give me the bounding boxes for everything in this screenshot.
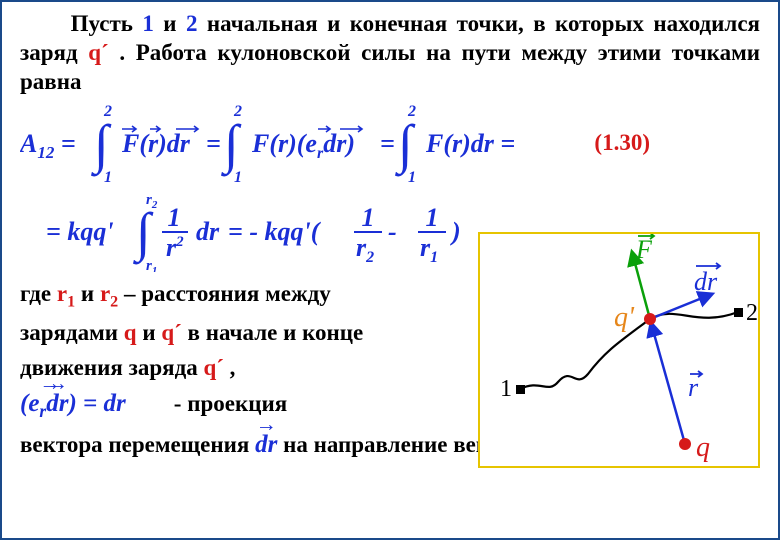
intro-t4: . Работа кулоновской силы на пути между … [20,40,760,94]
r-vector [651,323,685,444]
intro-t2: и [154,11,186,36]
svg-text:= kqq': = kqq' [46,217,114,246]
slide-page: Пусть 1 и 2 начальная и конечная точки, … [0,0,780,540]
eq1-A: A12 = [20,129,76,162]
label-dr: dr [694,267,718,296]
intro-qprime: q´ [88,40,108,65]
svg-text:1: 1 [104,169,112,184]
label-r: r [688,373,699,402]
svg-text:r1: r1 [420,233,438,266]
label-1: 1 [500,376,512,402]
qprime-point [644,313,656,325]
intro-one: 1 [142,11,154,36]
q-point [679,438,691,450]
svg-text:= - kqq'(: = - kqq'( [228,217,322,246]
point-1-marker [516,385,525,394]
diagram-svg: 1 2 F dr r q [480,234,758,466]
svg-text:∫: ∫ [91,114,112,177]
svg-text:1: 1 [408,169,416,184]
svg-text:F(r)dr: F(r)dr [121,129,191,158]
line-charges: зарядами q и q´ в начале и конце [20,319,470,348]
label-q: q [696,432,710,463]
intro-paragraph: Пусть 1 и 2 начальная и конечная точки, … [20,10,760,96]
svg-text:2: 2 [233,103,242,120]
point-2-marker [734,308,743,317]
equation-number: (1.30) [594,130,650,156]
svg-text:2: 2 [103,103,112,120]
label-2: 2 [746,300,758,326]
svg-text:1: 1 [168,203,181,232]
line-where: где r1 и r2 – расстояния между [20,280,470,313]
svg-text:=: = [380,129,395,158]
svg-text:∫: ∫ [133,202,154,265]
svg-text:dr: dr [196,217,220,246]
svg-text:F(r)(erdr): F(r)(erdr) [251,129,355,162]
vector-diagram: 1 2 F dr r q [478,232,760,468]
intro-two: 2 [186,11,198,36]
equation-1-svg: A12 = ∫ 2 1 F(r)dr = ∫ 2 1 F(r)(erdr) [20,102,560,184]
svg-text:r2: r2 [166,233,184,262]
svg-text:F(r)dr =: F(r)dr = [425,129,515,158]
equation-2-svg: = kqq' ∫ r2 r1 1 r2 dr = - kqq'( 1 r2 - … [46,190,506,272]
svg-text:2: 2 [407,103,416,120]
svg-text:r1: r1 [146,258,157,272]
svg-text:∫: ∫ [395,114,416,177]
equation-1-row: A12 = ∫ 2 1 F(r)dr = ∫ 2 1 F(r)(erdr) [20,102,760,184]
svg-text:): ) [450,217,461,246]
label-qprime: q' [614,302,635,333]
lower-text-block: где r1 и r2 – расстояния между зарядами … [20,280,470,423]
svg-text:1: 1 [362,203,375,232]
svg-text:=: = [206,129,221,158]
svg-text:1: 1 [426,203,439,232]
line-motion: движения заряда q´ , [20,354,470,383]
svg-text:r2: r2 [356,233,374,266]
svg-text:∫: ∫ [221,114,242,177]
line-projection: (e→r→dr) = dr - проекция [20,388,470,423]
svg-text:-: - [388,217,397,246]
svg-text:1: 1 [234,169,242,184]
intro-t1: Пусть [71,11,143,36]
